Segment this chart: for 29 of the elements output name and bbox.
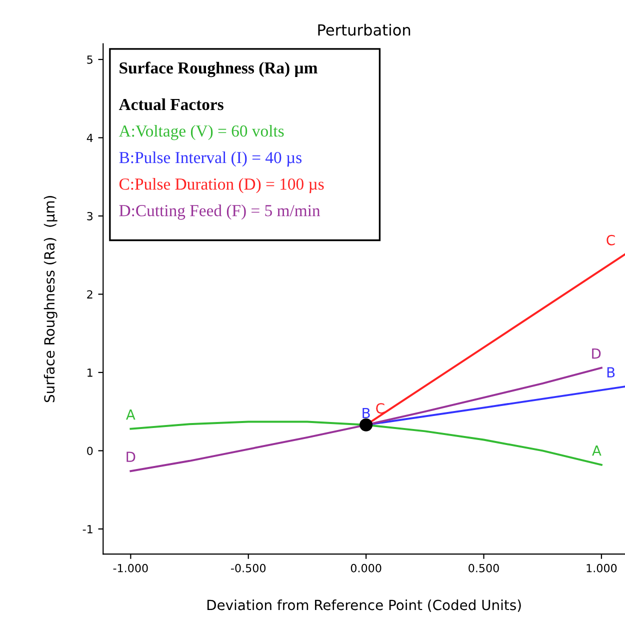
- y-tick-label: 4: [86, 134, 93, 142]
- text: D: [592, 348, 601, 359]
- x-tick-label: 1.000: [586, 564, 617, 572]
- series-label: A: [592, 446, 602, 456]
- text: B: [607, 367, 615, 378]
- x-tick-label: -0.500: [231, 564, 266, 572]
- annotation: C:Pulse Duration (D) = 100 µs: [119, 178, 324, 194]
- annotation: Surface Roughness (Ra) µm: [120, 62, 318, 78]
- x-tick-label: 0.000: [350, 564, 382, 572]
- annotation: B:Pulse Interval (I) = 40 µs: [119, 151, 302, 167]
- x-tick-label: 0.500: [468, 564, 499, 572]
- annotation: A:Voltage (V) = 60 volts: [118, 124, 284, 140]
- y-tick-label: 1: [88, 368, 92, 377]
- y-tick-label: -1: [82, 525, 92, 534]
- y-tick-label: 3: [87, 212, 93, 220]
- y-tick-label: 2: [87, 290, 92, 298]
- text: C: [606, 234, 615, 246]
- y-tick-label: 0: [87, 446, 93, 456]
- series-label: B: [362, 408, 370, 418]
- text: A: [126, 410, 136, 420]
- chart-title: Perturbation: [318, 24, 410, 36]
- series-label: D: [126, 452, 136, 462]
- y-axis-title: Surface Roughness (Ra) (µm): [44, 196, 58, 402]
- x-axis-title: Deviation from Reference Point (Coded Units): [207, 599, 521, 612]
- x-tick-label: -1.000: [113, 564, 148, 572]
- annotation: Actual Factors: [118, 98, 224, 110]
- series-label: C: [376, 403, 384, 414]
- y-tick-label: 5: [87, 56, 92, 64]
- annotation: D:Cutting Feed (F) = 5 m/min: [119, 204, 320, 220]
